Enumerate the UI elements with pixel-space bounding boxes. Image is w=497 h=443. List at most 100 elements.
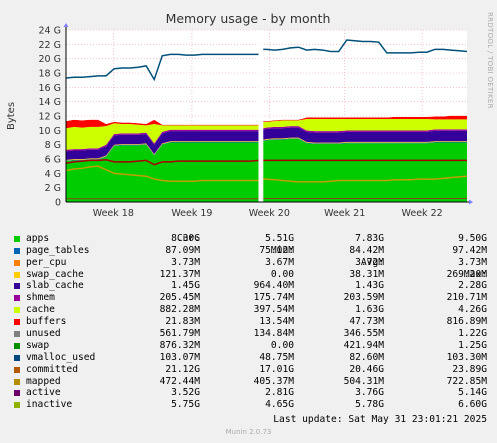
legend-max: 1.22G <box>458 328 487 340</box>
y-axis-arrow <box>63 23 69 27</box>
legend-row-active: active 3.52G 2.81G 3.76G 5.14G <box>0 387 497 399</box>
legend-min: 397.54M <box>253 304 294 316</box>
legend-min: 48.75M <box>259 351 294 363</box>
legend-header: Cur: Min: Avg: Max: <box>0 221 497 280</box>
legend-min: 13.54M <box>259 316 294 328</box>
y-tick-label: 12 G <box>39 112 61 123</box>
y-tick-label: 2 G <box>45 183 61 194</box>
x-tick-label: Week 21 <box>324 208 365 219</box>
legend-avg: 7.83G <box>355 232 384 244</box>
area-unused <box>66 115 467 125</box>
memory-chart: 0 2 G 4 G 6 G 8 G 10 G 12 G 14 G 16 G 18 G 20 G 22 … <box>6 11 473 219</box>
y-tick-label: 18 G <box>39 69 61 80</box>
y-tick-label: 6 G <box>45 155 61 166</box>
legend-label: apps <box>26 232 50 244</box>
y-tick-label: 8 G <box>45 140 61 151</box>
legend-cur: 1.45G <box>171 280 200 292</box>
legend-cur: 472.44M <box>159 375 200 387</box>
legend-max: 1.25G <box>458 339 487 351</box>
legend-swatch <box>14 319 20 326</box>
legend-min: 2.81G <box>265 387 294 399</box>
legend-avg: 504.31M <box>343 375 384 387</box>
legend-label: inactive <box>26 399 73 411</box>
y-axis-label: Bytes <box>6 102 17 130</box>
legend-row-swap: swap 876.32M 0.00 421.94M 1.25G <box>0 340 497 352</box>
legend-label: committed <box>26 363 78 375</box>
legend-max: 97.42M <box>452 244 487 256</box>
x-tick-label: Week 22 <box>402 208 443 219</box>
legend-max: 9.50G <box>458 232 487 244</box>
y-tick-label: 14 G <box>39 97 61 108</box>
rrdtool-credit: RRDTOOL / TOBI OETIKER <box>486 12 494 109</box>
legend-row-swap_cache: swap_cache 121.37M 0.00 38.31M 269.20M <box>0 269 497 281</box>
legend-avg: 3.76G <box>355 387 384 399</box>
legend-row-page_tables: page_tables 87.09M 75.02M 84.42M 97.42M <box>0 245 497 257</box>
legend-max: 210.71M <box>446 292 487 304</box>
legend-row-per_cpu: per_cpu 3.73M 3.67M 3.72M 3.73M <box>0 257 497 269</box>
legend-min: 3.67M <box>265 256 294 268</box>
area-buffers <box>66 115 467 129</box>
legend-cur: 3.73M <box>171 256 200 268</box>
munin-version: Munin 2.0.73 <box>225 428 272 436</box>
legend-cur: 21.12G <box>165 363 200 375</box>
legend-cur: 121.37M <box>159 268 200 280</box>
legend-row-committed: committed 21.12G 17.01G 20.46G 23.89G <box>0 364 497 376</box>
legend-label: swap <box>26 339 50 351</box>
legend-min: 5.51G <box>265 232 294 244</box>
legend-label: buffers <box>26 316 67 328</box>
legend-cur: 876.32M <box>159 339 200 351</box>
legend-cur: 8.30G <box>171 232 200 244</box>
legend-label: shmem <box>26 292 55 304</box>
legend-table: Cur: Min: Avg: Max: apps 8.30G 5.51G 7.83G 9… <box>0 221 497 411</box>
legend-label: slab_cache <box>26 280 84 292</box>
legend-row-mapped: mapped 472.44M 405.37M 504.31M 722.85M <box>0 376 497 388</box>
chart-title: Memory usage - by month <box>166 11 331 26</box>
legend-cur: 882.28M <box>159 304 200 316</box>
legend-avg: 47.73M <box>349 316 384 328</box>
legend-avg: 203.59M <box>343 292 384 304</box>
last-update: Last update: Sat May 31 23:01:21 2025 <box>273 414 487 425</box>
header-max: Max: <box>463 268 487 280</box>
legend-label: mapped <box>26 375 61 387</box>
legend-swatch <box>14 235 20 242</box>
legend-swatch <box>14 366 20 373</box>
x-tick-labels: Week 18 Week 19 Week 20 Week 21 Week 22 <box>93 208 443 219</box>
header-min: Min: <box>270 244 294 256</box>
legend-min: 405.37M <box>253 375 294 387</box>
area-slab_cache <box>66 127 467 160</box>
legend-avg: 38.31M <box>349 268 384 280</box>
area-apps <box>66 138 467 202</box>
legend-row-slab_cache: slab_cache 1.45G 964.40M 1.43G 2.28G <box>0 280 497 292</box>
legend-min: 0.00 <box>270 339 294 351</box>
legend-swatch <box>14 307 20 314</box>
y-tick-label: 4 G <box>45 169 61 180</box>
legend-row-unused: unused 561.79M 134.84M 346.55M 1.22G <box>0 328 497 340</box>
legend-min: 175.74M <box>253 292 294 304</box>
legend-avg: 5.78G <box>355 399 384 411</box>
legend-avg: 84.42M <box>349 244 384 256</box>
header-avg: Avg: <box>360 256 384 268</box>
legend-swatch <box>14 342 20 349</box>
legend-swatch <box>14 295 20 302</box>
legend-max: 3.73M <box>458 256 487 268</box>
legend-avg: 346.55M <box>343 328 384 340</box>
legend-avg: 82.60M <box>349 351 384 363</box>
x-tick-label: Week 18 <box>93 208 134 219</box>
x-axis-arrow <box>469 199 473 205</box>
legend-swatch <box>14 247 20 254</box>
axes <box>63 23 473 205</box>
legend-min: 4.65G <box>265 399 294 411</box>
legend-min: 75.02M <box>259 244 294 256</box>
legend-swatch <box>14 271 20 278</box>
legend-min: 964.40M <box>253 280 294 292</box>
line-committed <box>65 39 468 82</box>
legend-swatch <box>14 354 20 361</box>
legend-max: 269.20M <box>446 268 487 280</box>
legend-cur: 21.83M <box>165 316 200 328</box>
y-tick-label: 10 G <box>39 126 61 137</box>
y-tick-label: 22 G <box>39 40 61 51</box>
data-gap <box>258 30 264 202</box>
line-inactive <box>65 158 467 166</box>
x-tick-label: Week 20 <box>249 208 290 219</box>
header-cur: Cur: <box>176 232 200 244</box>
